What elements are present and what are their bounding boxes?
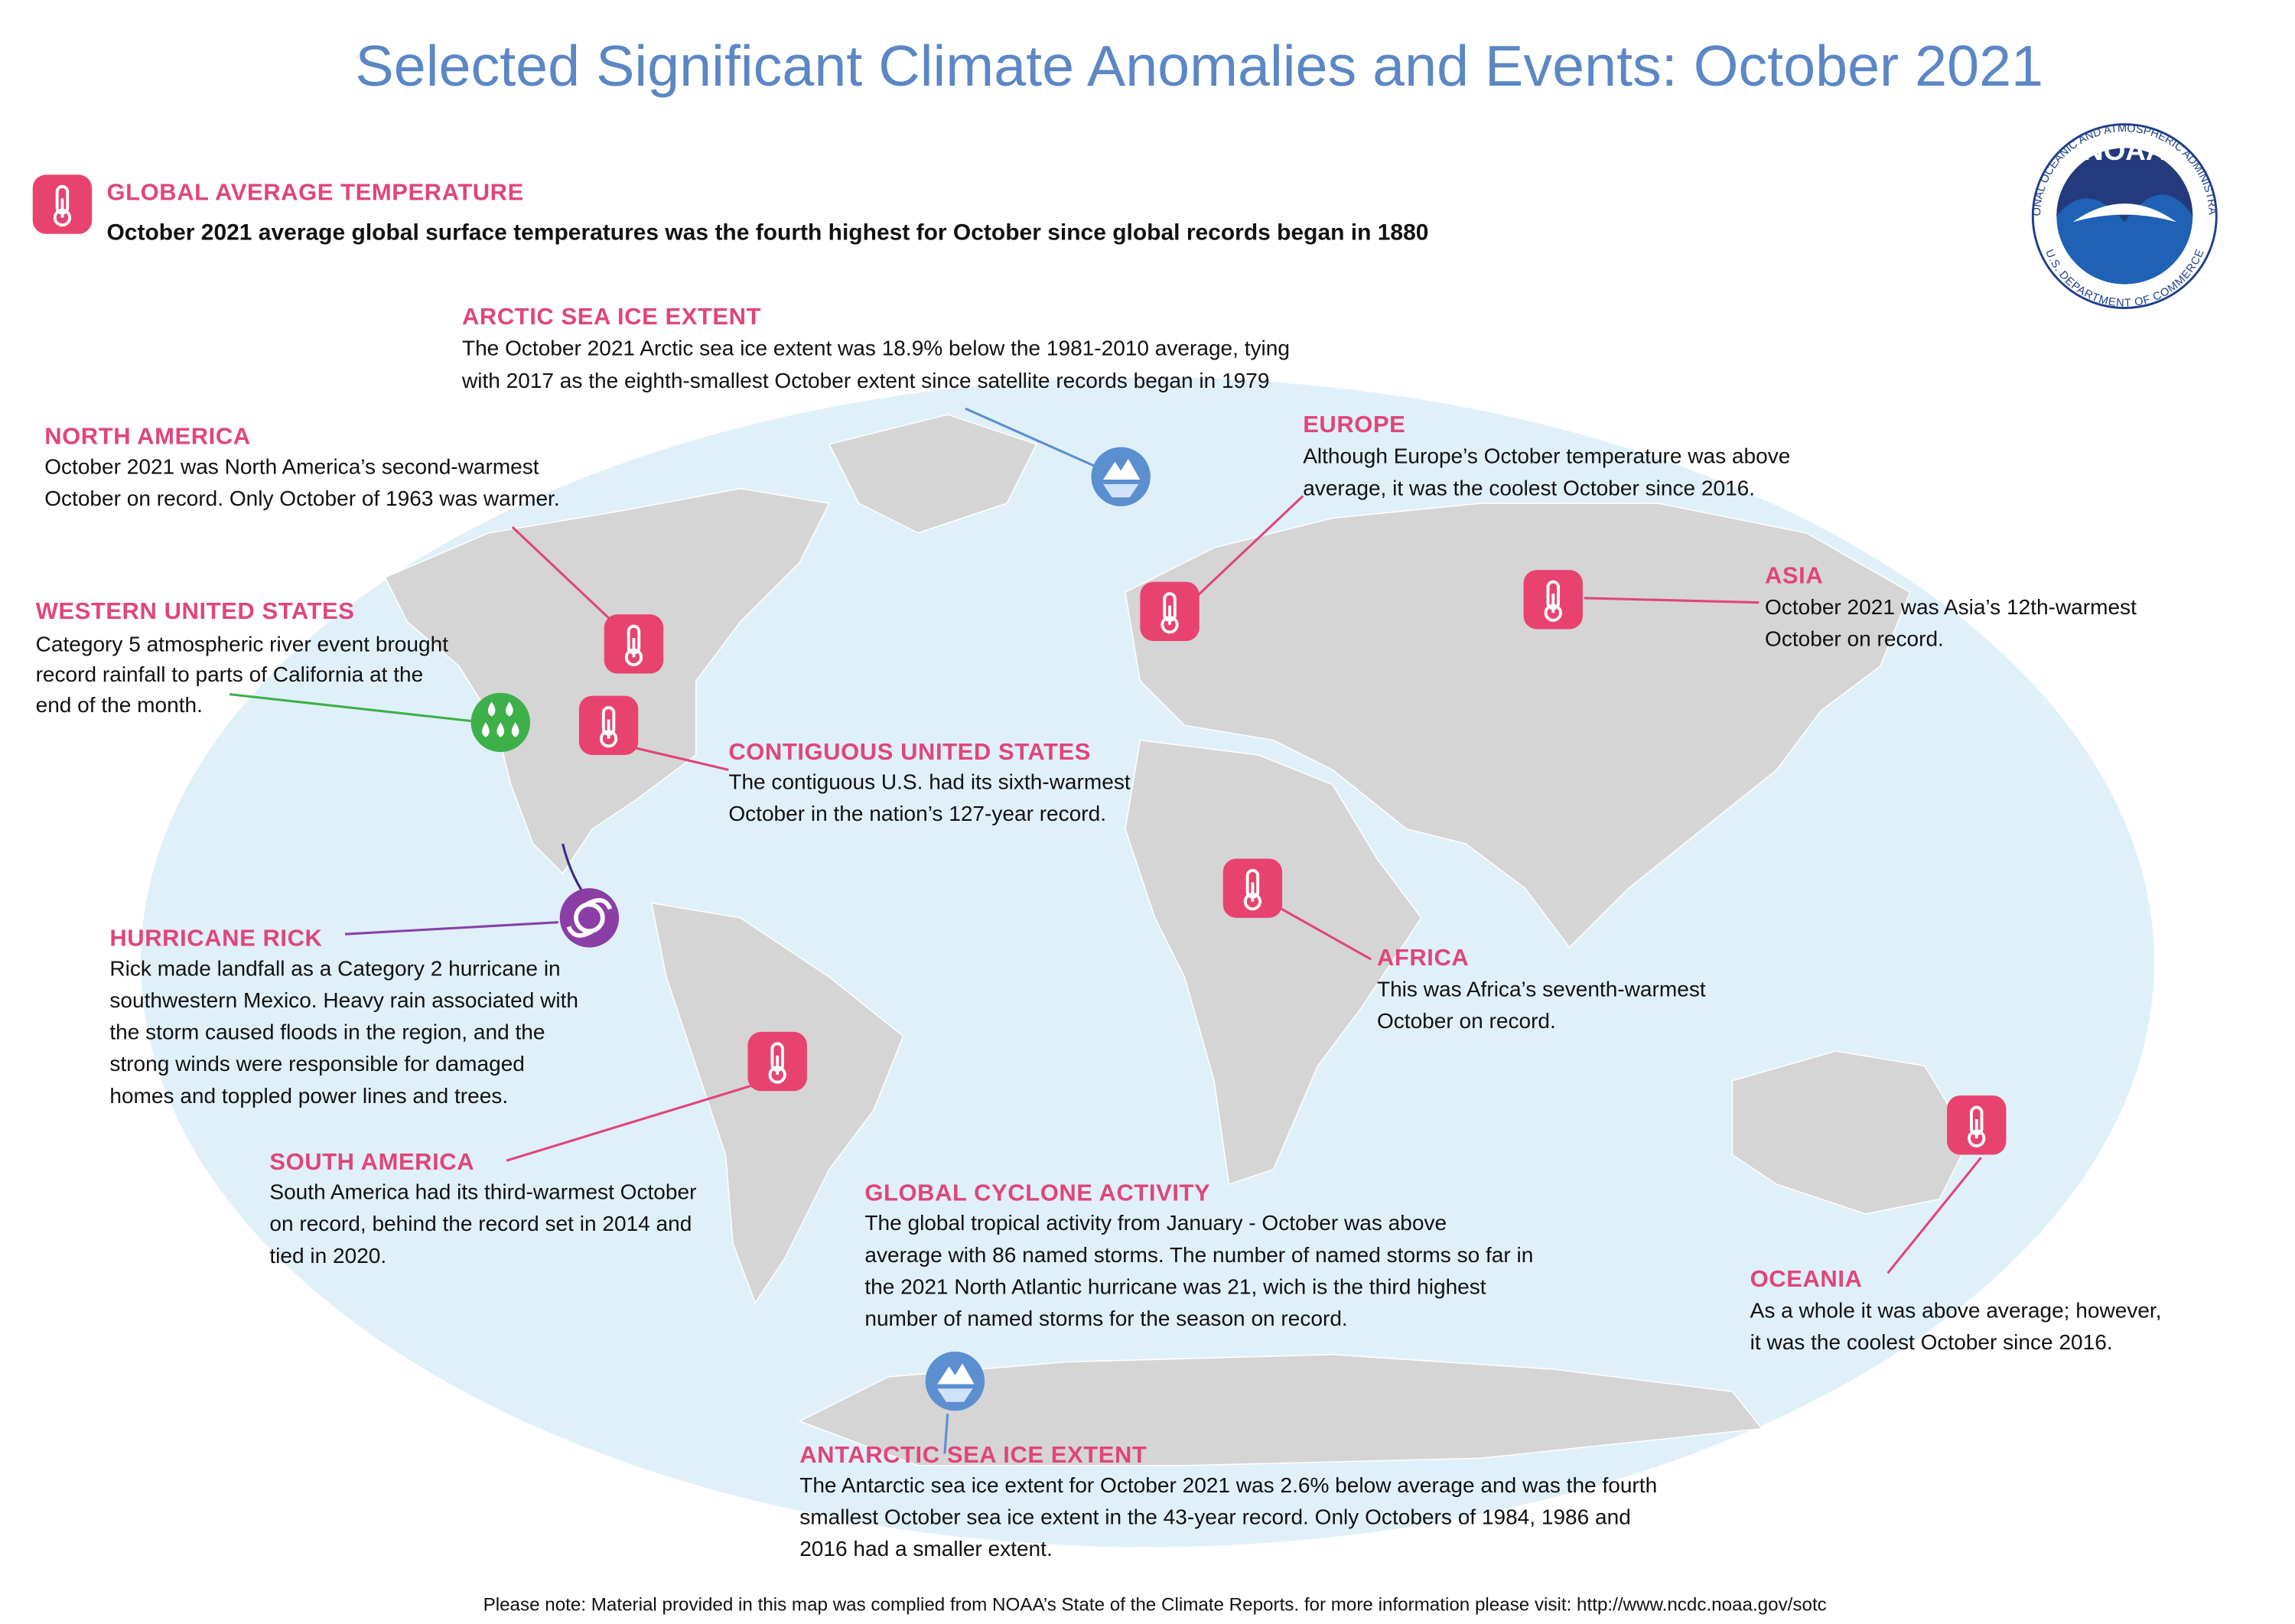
event-text: average, it was the coolest October sinc… [1303, 476, 1755, 500]
event-text: Although Europe’s October temperature wa… [1303, 444, 1790, 468]
title: Selected Significant Climate Anomalies a… [355, 34, 2043, 98]
event-text: the 2021 North Atlantic hurricane was 21… [864, 1274, 1486, 1298]
event-text: The Antarctic sea ice extent for October… [799, 1473, 1657, 1497]
event-text: on record, behind the record set in 2014… [269, 1212, 692, 1235]
event-text: The October 2021 Arctic sea ice extent w… [462, 336, 1290, 360]
event-text: end of the month. [36, 693, 203, 717]
event-heading: SOUTH AMERICA [269, 1148, 474, 1175]
global-heading: GLOBAL AVERAGE TEMPERATURE [106, 178, 523, 205]
event-heading: ASIA [1765, 561, 1823, 588]
event-text: October on record. [1765, 627, 1944, 651]
event-text: This was Africa’s seventh-warmest [1377, 977, 1706, 1001]
event-text: As a whole it was above average; however… [1750, 1298, 2162, 1322]
event-text: South America had its third-warmest Octo… [269, 1180, 696, 1204]
event-text: The contiguous U.S. had its sixth-warmes… [728, 770, 1131, 794]
event-text: October 2021 was Asia’s 12th-warmest [1765, 595, 2137, 619]
event-text: smallest October sea ice extent in the 4… [799, 1505, 1631, 1528]
event-heading: HURRICANE RICK [109, 925, 322, 952]
event-heading: ANTARCTIC SEA ICE EXTENT [799, 1441, 1147, 1468]
event-text: October 2021 was North America’s second-… [44, 454, 539, 478]
event-heading: ARCTIC SEA ICE EXTENT [462, 303, 761, 330]
event-text: tied in 2020. [269, 1244, 386, 1268]
logo-name: NOAA [2083, 135, 2166, 166]
global-text: October 2021 average global surface temp… [106, 220, 1428, 246]
event-text: October on record. Only October of 1963 … [44, 487, 559, 510]
event-heading: AFRICA [1377, 944, 1469, 971]
event-text: average with 86 named storms. The number… [864, 1243, 1533, 1267]
event-heading: GLOBAL CYCLONE ACTIVITY [864, 1180, 1210, 1206]
event-text: strong winds were responsible for damage… [109, 1052, 525, 1076]
event-text: Category 5 atmospheric river event broug… [36, 633, 449, 656]
event-heading: OCEANIA [1750, 1265, 1863, 1292]
event-heading: WESTERN UNITED STATES [36, 597, 355, 624]
event-text: with 2017 as the eighth-smallest October… [461, 369, 1269, 392]
event-text: southwestern Mexico. Heavy rain associat… [109, 988, 578, 1012]
event-text: October in the nation’s 127-year record. [728, 802, 1106, 825]
leader-lines [229, 407, 1982, 1454]
event-text: homes and toppled power lines and trees. [109, 1084, 508, 1108]
event-text: Rick made landfall as a Category 2 hurri… [109, 956, 560, 980]
event-text: 2016 had a smaller extent. [799, 1537, 1053, 1561]
event-heading: CONTIGUOUS UNITED STATES [728, 738, 1091, 765]
event-text: The global tropical activity from Januar… [864, 1211, 1447, 1235]
event-text: record rainfall to parts of California a… [36, 662, 424, 686]
event-text: the storm caused floods in the region, a… [109, 1020, 545, 1044]
event-text: it was the coolest October since 2016. [1750, 1330, 2113, 1354]
footer: Please note: Material provided in this m… [483, 1595, 1827, 1616]
event-text: number of named storms for the season on… [864, 1307, 1347, 1330]
event-heading: NORTH AMERICA [44, 423, 251, 450]
event-text: October on record. [1377, 1009, 1556, 1033]
event-heading: EUROPE [1303, 411, 1405, 438]
